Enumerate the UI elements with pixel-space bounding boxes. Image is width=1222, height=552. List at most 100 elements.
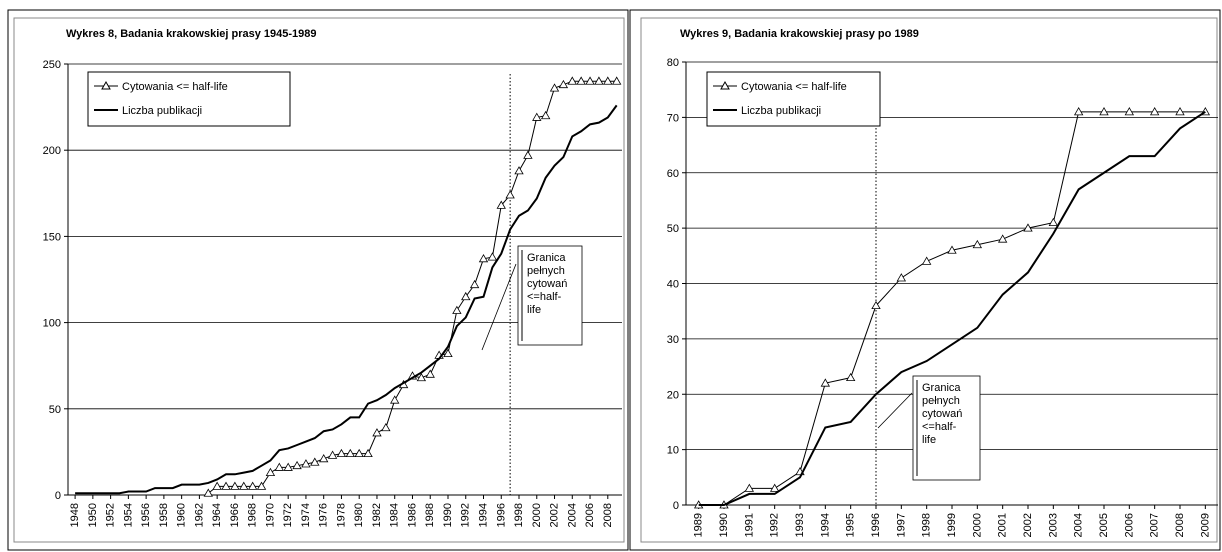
- marker: [372, 428, 382, 437]
- x-tick-label: 2001: [997, 513, 1009, 537]
- x-tick-label: 1958: [158, 503, 170, 527]
- marker: [478, 254, 489, 263]
- marker: [871, 300, 881, 310]
- annotation-text: pełnych: [922, 395, 960, 407]
- x-tick-label: 1992: [460, 503, 472, 527]
- x-tick-label: 1998: [513, 503, 525, 527]
- y-tick-label: 50: [49, 404, 61, 416]
- legend-label: Liczba publikacji: [741, 105, 821, 117]
- marker: [345, 448, 356, 458]
- marker: [221, 481, 231, 490]
- marker: [594, 76, 604, 85]
- x-tick-label: 1970: [264, 503, 276, 527]
- marker: [611, 76, 622, 85]
- x-tick-label: 2004: [1073, 513, 1085, 537]
- y-tick-label: 100: [43, 318, 61, 330]
- x-tick-label: 1994: [478, 503, 490, 527]
- marker: [549, 83, 560, 92]
- x-tick-label: 1974: [300, 503, 312, 527]
- marker: [1099, 107, 1109, 116]
- annotation-text: cytowań: [922, 408, 962, 420]
- marker: [505, 190, 515, 199]
- y-tick-label: 40: [667, 279, 679, 291]
- marker: [203, 488, 213, 497]
- marker: [452, 305, 462, 314]
- x-tick-label: 2008: [1174, 513, 1186, 537]
- y-tick-label: 0: [673, 500, 679, 512]
- x-tick-label: 1960: [176, 503, 188, 527]
- x-tick-label: 2002: [549, 503, 561, 527]
- marker: [972, 239, 983, 249]
- marker: [274, 462, 284, 471]
- marker: [523, 150, 533, 159]
- x-tick-label: 1952: [105, 503, 117, 527]
- marker: [336, 448, 347, 458]
- marker: [469, 279, 480, 289]
- chart-title: Wykres 9, Badania krakowskiej prasy po 1…: [680, 28, 919, 40]
- annotation-leader: [481, 263, 517, 351]
- x-tick-label: 1976: [318, 503, 330, 527]
- chart-frame: [13, 17, 625, 543]
- legend-label: Cytowania <= half-life: [741, 81, 847, 93]
- marker: [301, 459, 311, 468]
- x-tick-label: 1993: [794, 513, 806, 537]
- marker: [239, 481, 249, 490]
- panel-frame: [629, 9, 1221, 551]
- x-tick-label: 1986: [406, 503, 418, 527]
- marker: [820, 378, 831, 387]
- marker: [443, 348, 453, 358]
- annotation-text: pełnych: [527, 265, 565, 277]
- x-tick-label: 1984: [389, 503, 401, 527]
- marker: [603, 76, 613, 85]
- marker: [416, 372, 427, 382]
- marker: [247, 481, 258, 490]
- marker: [585, 76, 595, 85]
- marker: [540, 110, 551, 120]
- x-tick-label: 1991: [743, 513, 755, 537]
- x-tick-label: 1999: [946, 513, 958, 537]
- annotation-leader: [877, 392, 913, 429]
- x-tick-label: 1962: [193, 503, 205, 527]
- x-tick-label: 1988: [424, 503, 436, 527]
- x-tick-label: 1982: [371, 503, 383, 527]
- marker: [514, 166, 524, 175]
- x-tick-label: 1989: [693, 513, 705, 537]
- marker: [1023, 223, 1033, 232]
- x-tick-label: 2004: [566, 503, 578, 527]
- legend-marker: [720, 80, 730, 90]
- marker: [265, 467, 276, 476]
- x-tick-label: 1990: [442, 503, 454, 527]
- marker: [381, 422, 391, 432]
- marker: [947, 245, 957, 254]
- legend-label: Cytowania <= half-life: [122, 81, 228, 93]
- marker: [390, 395, 400, 404]
- marker: [230, 481, 240, 490]
- y-tick-label: 80: [667, 57, 679, 69]
- marker: [1149, 107, 1160, 116]
- marker: [896, 273, 907, 282]
- series-line: [75, 104, 618, 495]
- marker: [487, 252, 498, 261]
- panel-frame: [7, 9, 629, 551]
- x-tick-label: 1996: [495, 503, 507, 527]
- marker: [1073, 107, 1084, 116]
- x-tick-label: 2000: [971, 513, 983, 537]
- x-tick-label: 1968: [247, 503, 259, 527]
- marker: [354, 448, 364, 458]
- x-tick-label: 1966: [229, 503, 241, 527]
- y-tick-label: 0: [55, 490, 61, 502]
- marker: [292, 460, 302, 470]
- marker: [567, 76, 577, 85]
- marker: [1048, 217, 1059, 226]
- x-tick-label: 1992: [769, 513, 781, 537]
- y-tick-label: 10: [667, 445, 679, 457]
- annotation-text: Granica: [922, 382, 961, 394]
- x-tick-label: 1948: [69, 503, 81, 527]
- x-tick-label: 1972: [282, 503, 294, 527]
- annotation-text: <=half-: [922, 421, 957, 433]
- marker: [1124, 107, 1135, 116]
- marker: [744, 483, 755, 492]
- x-tick-label: 1956: [140, 503, 152, 527]
- y-tick-label: 30: [667, 334, 679, 346]
